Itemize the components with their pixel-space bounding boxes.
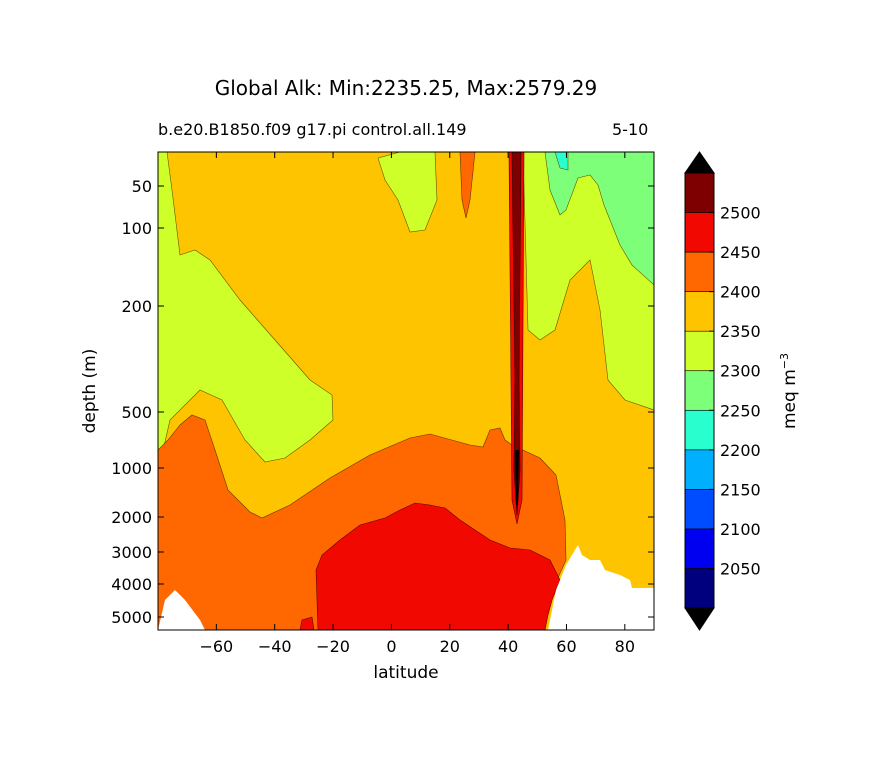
colorbar-swatch: [684, 291, 715, 332]
colorbar-swatch: [684, 568, 715, 609]
colorbar-unit: meq m: [780, 369, 800, 429]
x-tick-label: 60: [556, 637, 576, 656]
colorbar-tick-label: 2500: [720, 204, 761, 223]
x-axis-label: latitude: [373, 663, 438, 683]
y-tick-label: 50: [132, 177, 152, 196]
x-tick-label: −60: [199, 637, 233, 656]
colorbar-swatch: [684, 251, 715, 292]
region-2450-2500-sliver: [299, 616, 315, 630]
colorbar-label: meq m−3: [778, 353, 800, 429]
chart-title: Global Alk: Min:2235.25, Max:2579.29: [214, 76, 598, 100]
region-extreme-plume: [515, 450, 519, 505]
colorbar-swatch: [684, 212, 715, 253]
region-2200-2250: [554, 152, 569, 171]
colorbar-tick-label: 2050: [720, 559, 761, 578]
y-tick-label: 500: [121, 403, 152, 422]
colorbar-tick-label: 2400: [720, 283, 761, 302]
y-tick-label: 1000: [111, 459, 152, 478]
colorbar-tick-label: 2450: [720, 243, 761, 262]
y-tick-label: 4000: [111, 575, 152, 594]
colorbar-tick-label: 2100: [720, 520, 761, 539]
colorbar-swatch: [684, 528, 715, 569]
colorbar-tick-label: 2300: [720, 362, 761, 381]
colorbar-frame: [684, 172, 715, 609]
land-mask-south: [158, 590, 205, 630]
x-tick-label: 80: [615, 637, 635, 656]
colorbar-tick-label: 2350: [720, 322, 761, 341]
contour-field: [158, 152, 654, 630]
colorbar-tick-label: 2250: [720, 401, 761, 420]
colorbar-tick-label: 2200: [720, 441, 761, 460]
x-axis: −60 −40 −20 0 20 40 60 80: [199, 152, 635, 656]
y-tick-label: 3000: [111, 543, 152, 562]
colorbar: 2050 2100 2150 2200 2250 2300 2350 2400 2450 2500: [684, 151, 761, 631]
x-tick-label: 20: [440, 637, 460, 656]
colorbar-swatch: [684, 172, 715, 213]
x-tick-label: 0: [386, 637, 396, 656]
region-2300-2350-south: [158, 152, 334, 463]
x-tick-label: −40: [258, 637, 292, 656]
colorbar-swatch: [684, 489, 715, 530]
colorbar-swatch: [684, 449, 715, 490]
colorbar-over-arrow: [684, 151, 715, 174]
y-axis-label: depth (m): [80, 349, 100, 434]
case-name: b.e20.B1850.f09 g17.pi control.all.149: [158, 120, 467, 139]
colorbar-under-arrow: [684, 607, 715, 631]
plot-frame: [157, 151, 655, 631]
colorbar-swatch: [684, 409, 715, 451]
region-2250-2300: [544, 152, 654, 286]
year-range: 5-10: [612, 120, 649, 139]
x-tick-label: 40: [498, 637, 518, 656]
land-mask: [548, 545, 654, 630]
y-tick-label: 5000: [111, 608, 152, 627]
colorbar-swatch: [684, 370, 715, 411]
region-2300-2350-small: [377, 152, 438, 233]
region-2450-2500: [315, 502, 561, 630]
colorbar-unit-exponent: −3: [778, 353, 791, 369]
region-2400-2450-patch: [459, 152, 476, 219]
y-tick-label: 100: [121, 219, 152, 238]
region-2500-plus-plume: [511, 152, 522, 516]
y-tick-label: 2000: [111, 508, 152, 527]
x-tick-label: −20: [316, 637, 350, 656]
y-axis: 50 100 200 500 1000 2000 3000 4000 5000: [111, 177, 654, 627]
y-tick-label: 200: [121, 297, 152, 316]
colorbar-swatch: [684, 330, 715, 372]
colorbar-tick-label: 2150: [720, 480, 761, 499]
